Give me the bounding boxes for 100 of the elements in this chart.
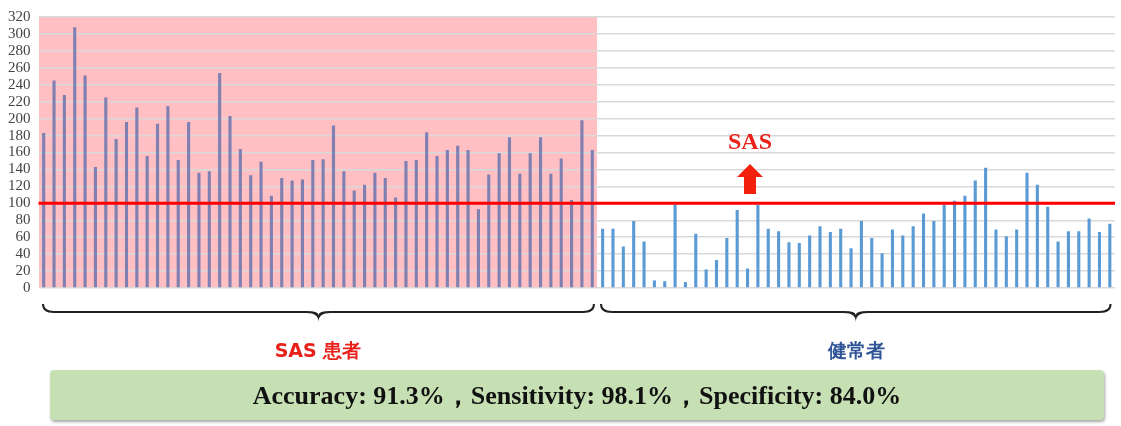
bar [1046,206,1050,288]
bar [425,132,429,288]
y-tick-label: 220 [8,92,31,109]
bar [694,233,698,288]
y-tick-label: 0 [23,278,31,295]
y-tick-label: 160 [8,143,31,160]
bar [984,167,988,288]
y-tick-label: 100 [8,194,31,211]
bar [187,122,191,288]
y-tick-label: 260 [8,58,31,75]
bar [890,229,895,288]
bar [1035,184,1039,288]
bar [932,221,936,288]
bar [155,123,160,288]
bar [611,228,615,288]
bar [218,72,222,288]
bar [363,184,367,288]
y-tick-label: 300 [8,24,31,41]
bar [249,175,253,288]
bar [331,125,336,288]
bar [818,226,822,288]
bar [797,243,801,288]
bar [93,166,97,288]
bar [828,232,832,288]
bar [1087,218,1091,288]
y-tick-label: 240 [8,75,31,92]
bar [839,228,843,288]
bar [1097,232,1102,288]
bar [1108,223,1112,288]
bar [528,153,532,288]
bar [652,280,656,288]
bar [777,231,781,288]
y-tick-label: 140 [8,160,31,177]
bar [394,197,398,288]
bar [124,122,129,288]
bar [311,160,315,288]
bar [808,235,812,288]
bar [383,177,387,288]
bar [911,226,915,288]
bar [435,155,439,288]
bar [456,145,460,288]
bar [704,269,708,288]
y-tick-label: 200 [8,109,31,126]
bar [901,235,905,288]
text: 健常者 [827,338,885,363]
bar [42,133,46,288]
bar [632,221,636,288]
bar [725,238,729,288]
bar [549,173,553,288]
bar [466,149,470,288]
bar [973,180,977,288]
bar [507,137,512,288]
bar [642,241,646,288]
bar [300,179,304,288]
bar [683,282,687,288]
bar [1025,172,1029,288]
text: Accuracy: 91.3%，Sensitivity: 98.1%，Specificity: 84.0% [50,370,1104,420]
bar [621,246,625,288]
bar [176,160,180,288]
bar [342,171,346,288]
bar [83,75,87,288]
bar [445,149,449,288]
bar [766,228,770,288]
text: SAS 患者 [274,338,362,363]
bar [714,260,719,288]
bar [352,190,356,288]
y-tick-label: 120 [8,177,31,194]
annotation: SAS [727,128,773,155]
bar [476,209,480,288]
bar [787,242,791,288]
bar [197,172,201,288]
bar [1056,241,1060,288]
y-tick-label: 80 [15,211,31,228]
bar [135,107,139,288]
bar [1077,231,1081,288]
y-tick-label: 60 [15,228,31,245]
bar [590,149,594,288]
bar [487,174,491,288]
bar [280,177,284,288]
bar [870,238,874,288]
bar [994,229,998,288]
y-tick-label: 20 [15,262,31,278]
bar [321,159,325,288]
bar [1015,229,1019,288]
bar [942,205,946,288]
bar [62,94,66,288]
bar [538,137,543,288]
bar [104,97,108,288]
y-tick-label: 180 [8,126,31,143]
bar [52,80,56,288]
bar [735,210,739,288]
bar [953,200,957,288]
bar [414,160,418,288]
bar [756,205,760,288]
bar [849,248,853,288]
bar [238,149,242,288]
bar [373,172,377,288]
bar [663,281,667,288]
bar [559,158,563,288]
bar [1004,236,1008,288]
